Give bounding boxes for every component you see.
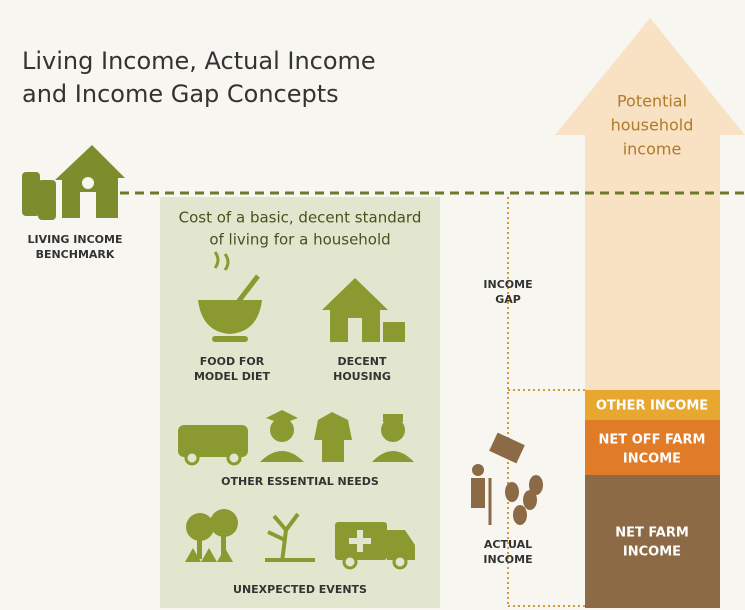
item-label: DECENT	[338, 355, 387, 368]
other-income-bar	[585, 390, 720, 420]
benchmark-label: LIVING INCOME	[28, 233, 123, 246]
box-title: Cost of a basic, decent standard	[179, 209, 422, 227]
housing-icon	[322, 278, 405, 342]
off-farm-bar	[585, 420, 720, 475]
actual-icons	[471, 432, 543, 525]
title: Living Income, Actual Income	[22, 47, 376, 75]
farm-bar	[585, 475, 720, 608]
item-label: FOOD FOR	[200, 355, 265, 368]
title: and Income Gap Concepts	[22, 80, 339, 108]
stack-label: INCOME	[623, 452, 681, 467]
box-title: of living for a household	[209, 231, 390, 249]
gap-label: GAP	[495, 293, 521, 306]
needs-icons	[178, 410, 414, 466]
stack-label: NET FARM	[615, 526, 689, 541]
item-label: MODEL DIET	[194, 370, 271, 383]
events-icons	[185, 509, 415, 570]
item-label: OTHER ESSENTIAL NEEDS	[221, 475, 379, 488]
stack-label: INCOME	[623, 545, 681, 560]
benchmark-label: BENCHMARK	[36, 248, 115, 261]
stack-label: NET OFF FARM	[599, 433, 706, 448]
item-label: UNEXPECTED EVENTS	[233, 583, 367, 596]
gap-label: INCOME	[483, 278, 532, 291]
item-label: HOUSING	[333, 370, 391, 383]
potential-label: income	[623, 140, 682, 159]
potential-label: household	[611, 116, 694, 135]
actual-label: INCOME	[483, 553, 532, 566]
stack-label: OTHER INCOME	[596, 399, 708, 414]
actual-label: ACTUAL	[484, 538, 532, 551]
benchmark-icon	[22, 145, 125, 220]
food-icon	[198, 251, 262, 342]
potential-label: Potential	[617, 92, 687, 111]
